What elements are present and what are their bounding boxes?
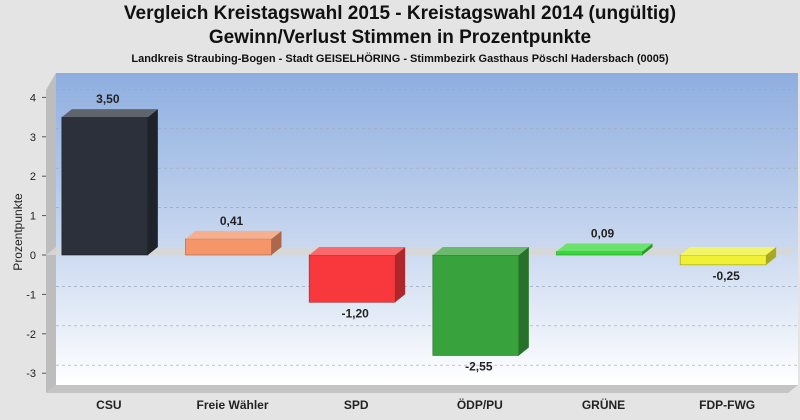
bar-value-label: -2,55 <box>465 359 493 373</box>
y-tick-label: 3 <box>30 132 36 144</box>
bar-2 <box>308 247 406 303</box>
bar-value-label: 3,50 <box>96 92 120 106</box>
y-tick-label: -3 <box>26 368 36 380</box>
x-category-label: GRÜNE <box>582 397 625 412</box>
bar-value-label: -1,20 <box>341 306 369 320</box>
y-tick-label: 1 <box>30 211 36 223</box>
bar-value-label: -0,25 <box>712 269 740 283</box>
chart-subtitle: Gewinn/Verlust Stimmen in Prozentpunkte <box>208 27 592 48</box>
y-tick-label: -2 <box>26 329 36 341</box>
plot-floor <box>46 385 798 393</box>
y-axis-label: Prozentpunkte <box>11 193 25 271</box>
bar-0 <box>61 109 158 256</box>
x-category-label: FDP-FWG <box>699 398 755 412</box>
bar-5 <box>679 247 777 266</box>
plot-left-wall <box>46 73 56 393</box>
x-category-label: Freie Wähler <box>196 398 268 412</box>
bar-4 <box>556 243 653 256</box>
y-tick-label: 2 <box>30 171 36 183</box>
bar-1 <box>185 230 282 256</box>
x-category-label: SPD <box>344 398 369 412</box>
y-tick-label: 4 <box>30 92 36 104</box>
bar-3 <box>432 247 529 356</box>
x-category-label: CSU <box>96 398 121 412</box>
plot-background <box>56 73 798 385</box>
y-tick-label: -1 <box>26 289 36 301</box>
bar-value-label: 0,41 <box>220 214 244 228</box>
chart-location: Landkreis Straubing-Bogen - Stadt GEISEL… <box>131 53 669 65</box>
chart-title: Vergleich Kreistagswahl 2015 - Kreistags… <box>123 3 677 24</box>
y-tick-label: 0 <box>30 250 36 262</box>
bar-value-label: 0,09 <box>591 226 615 240</box>
x-category-label: ÖDP/PU <box>457 397 503 412</box>
